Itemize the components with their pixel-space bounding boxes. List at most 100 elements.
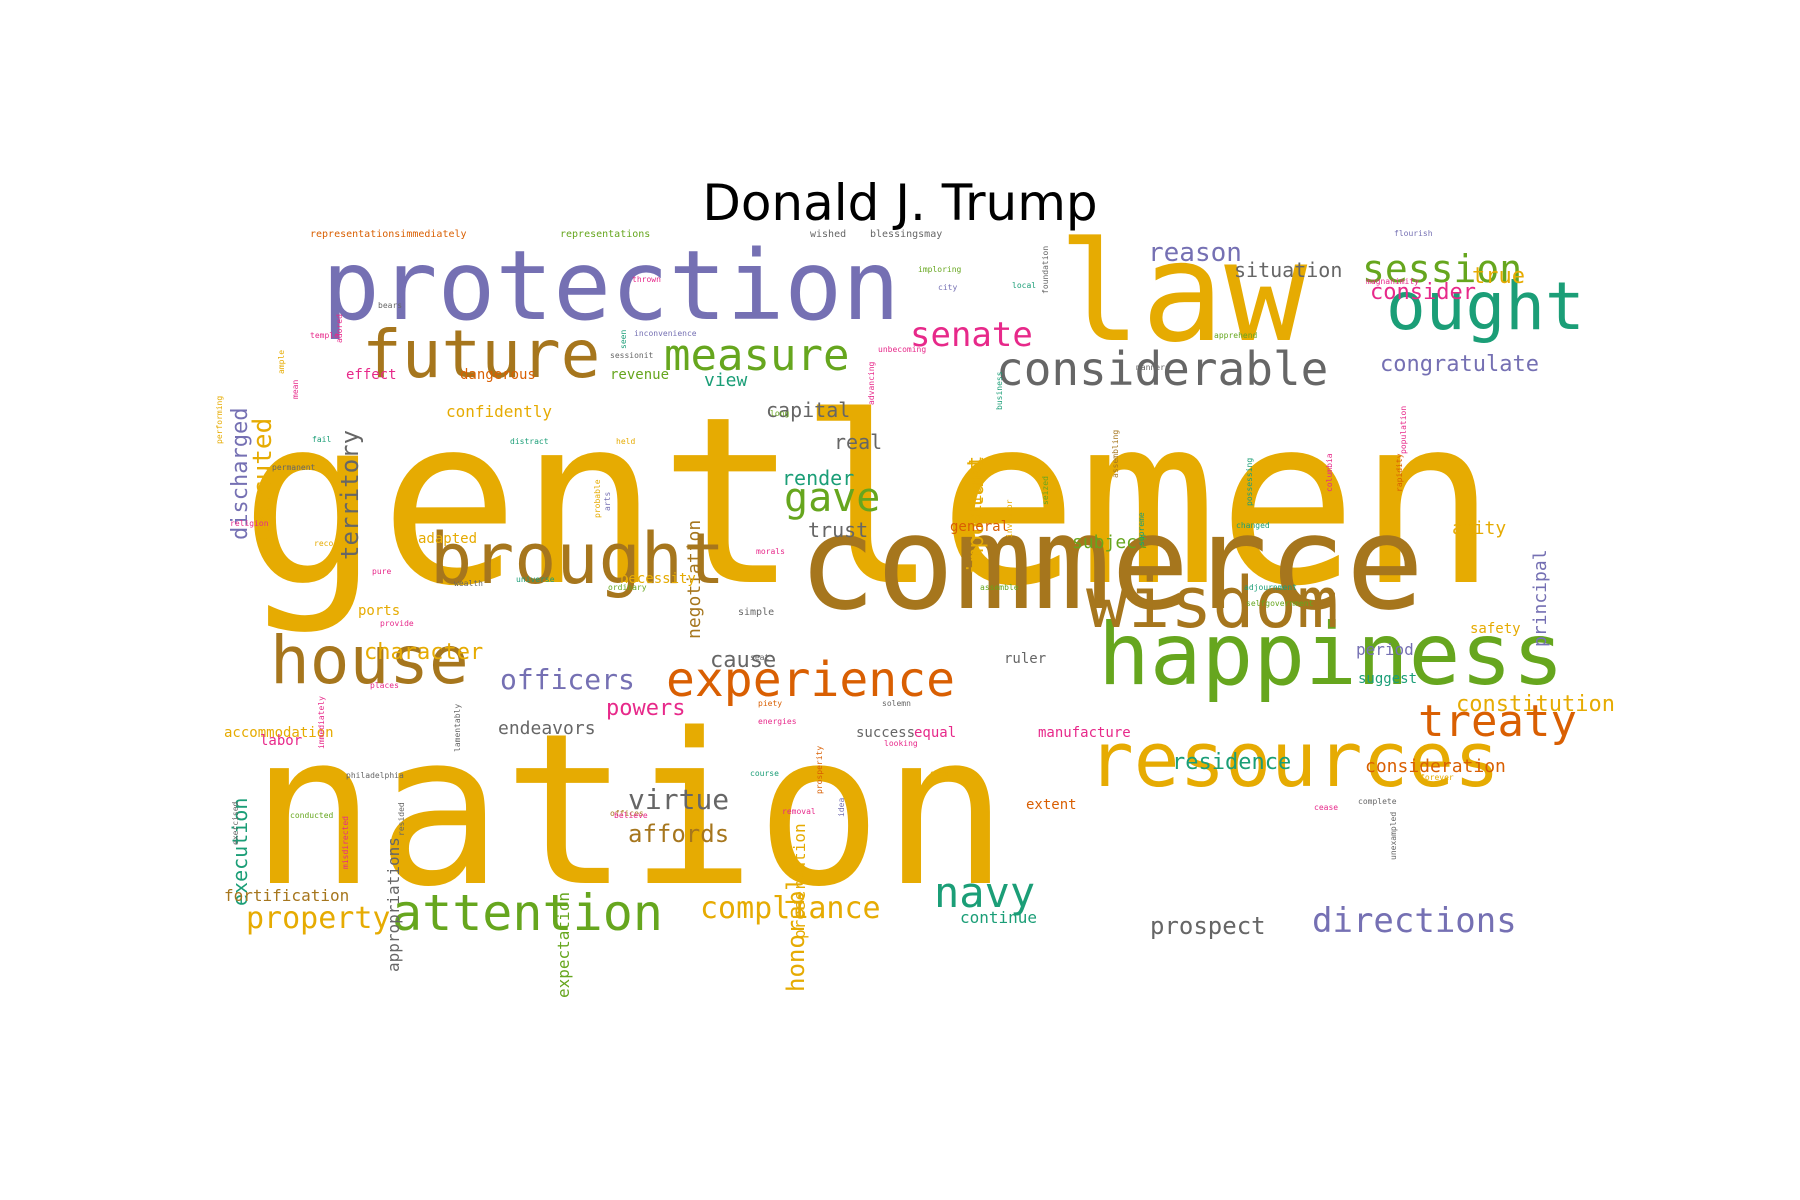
cloud-word: ruler <box>1004 651 1047 667</box>
cloud-word: business <box>995 371 1004 411</box>
cloud-word: directions <box>1312 901 1517 941</box>
cloud-word: labor <box>260 733 303 749</box>
cloud-word: session <box>1362 247 1523 291</box>
cloud-word: morals <box>756 547 785 556</box>
cloud-word: performing <box>215 395 224 444</box>
cloud-word: city <box>938 283 958 292</box>
cloud-word: revenue <box>610 367 670 383</box>
cloud-word: philadelphia <box>346 771 404 780</box>
cloud-word: equal <box>914 725 957 741</box>
cloud-word: seat <box>750 653 770 662</box>
cloud-word: consider <box>1370 280 1476 305</box>
cloud-word: possessing <box>1245 457 1254 506</box>
cloud-word: records <box>314 539 348 548</box>
cloud-word: happiness <box>1098 605 1564 705</box>
cloud-word: preservation <box>790 823 809 940</box>
cloud-word: gave <box>784 475 881 521</box>
cloud-word: wished <box>810 229 847 240</box>
cloud-word: pure <box>372 567 392 576</box>
cloud-word: probable <box>593 479 602 519</box>
cloud-word: adapted <box>418 531 478 547</box>
cloud-word: commerce <box>798 487 1425 639</box>
cloud-word: measure <box>664 330 850 381</box>
cloud-word: fail <box>312 435 332 444</box>
cloud-word: local <box>1012 281 1037 290</box>
cloud-word: removal <box>782 807 816 816</box>
cloud-word: appropriations <box>384 837 403 973</box>
cloud-word: manufacture <box>1038 725 1131 741</box>
cloud-word: places <box>370 681 399 690</box>
cloud-word: provide <box>380 619 414 628</box>
cloud-word: nation <box>250 688 1009 933</box>
cloud-word: extent <box>1026 797 1077 813</box>
cloud-word: arts <box>603 491 612 512</box>
cloud-word: conducted <box>290 811 334 820</box>
cloud-word: ordinary <box>608 583 647 592</box>
cloud-word: long <box>770 409 790 418</box>
cloud-word: secure <box>930 769 959 778</box>
cloud-word: foundation <box>1041 245 1050 294</box>
cloud-word: ought <box>1386 268 1585 345</box>
cloud-word: brought <box>430 518 726 600</box>
cloud-word: magnanimity <box>1366 277 1419 286</box>
cloud-word: religion <box>230 519 269 528</box>
cloud-word: changed <box>1236 521 1270 530</box>
figure-title: Donald J. Trump <box>702 174 1098 232</box>
cloud-word: senate <box>910 315 1033 355</box>
word-cloud: gentlemen nation law commerce protection happ… <box>215 224 1616 998</box>
cloud-word: necessity <box>620 571 696 587</box>
cloud-word: mean <box>291 379 300 400</box>
cloud-word: sessionit <box>610 351 654 360</box>
cloud-word: constitution <box>1456 692 1615 717</box>
cloud-word: lamentably <box>453 703 462 752</box>
cloud-word: considerable <box>996 342 1329 396</box>
cloud-word: continue <box>960 908 1038 927</box>
cloud-word: residence <box>1172 750 1292 775</box>
cloud-word: believe <box>614 811 648 820</box>
cloud-word: period <box>1356 640 1414 659</box>
cloud-word: unexampled <box>1389 811 1398 860</box>
cloud-word: fortification <box>224 886 350 905</box>
cloud-word: assemble <box>980 583 1019 592</box>
cloud-word: cause <box>710 648 777 673</box>
cloud-word: held <box>616 437 636 446</box>
cloud-word: unbecoming <box>878 345 927 354</box>
cloud-word: wisdom <box>1086 562 1339 644</box>
cloud-word: virtue <box>628 783 730 816</box>
cloud-word: seized <box>1041 475 1050 505</box>
cloud-word: population <box>1399 405 1408 454</box>
cloud-word: principal <box>1530 549 1551 648</box>
cloud-word: suggest <box>1358 671 1418 687</box>
cloud-word: ample <box>277 349 286 374</box>
cloud-word: permanent <box>272 463 316 472</box>
cloud-word: apprehend <box>1214 331 1258 340</box>
cloud-word: affords <box>628 820 730 848</box>
cloud-word: true <box>1472 264 1525 289</box>
cloud-word: expectation <box>554 891 573 998</box>
cloud-word: prospect <box>1150 912 1266 940</box>
cloud-word: misdirected <box>341 815 350 869</box>
cloud-word: thrown <box>632 275 661 284</box>
cloud-word: inconvenience <box>634 329 697 338</box>
cloud-word: trust <box>808 518 869 542</box>
cloud-word: subject <box>1072 532 1148 553</box>
cloud-word: resided <box>397 801 406 836</box>
cloud-word: render <box>782 466 855 490</box>
cloud-word: looking <box>884 739 918 748</box>
cloud-word: wealth <box>454 579 483 588</box>
cloud-word: dangerous <box>460 367 536 383</box>
cloud-word: future <box>362 316 601 393</box>
cloud-word: simple <box>738 607 775 618</box>
cloud-word: endeavors <box>498 718 596 739</box>
cloud-word: capital <box>766 398 851 422</box>
cloud-word: advancing <box>867 361 876 406</box>
cloud-word: amity <box>1452 518 1507 539</box>
cloud-word: real <box>834 430 883 454</box>
cloud-word: attention <box>392 884 663 942</box>
cloud-word: course <box>750 769 779 778</box>
cloud-word: congratulate <box>1380 352 1539 377</box>
cloud-word: solemn <box>882 699 911 708</box>
cloud-word: general <box>950 519 1010 535</box>
cloud-word: resources <box>1088 715 1500 804</box>
cloud-word: universe <box>516 575 555 584</box>
